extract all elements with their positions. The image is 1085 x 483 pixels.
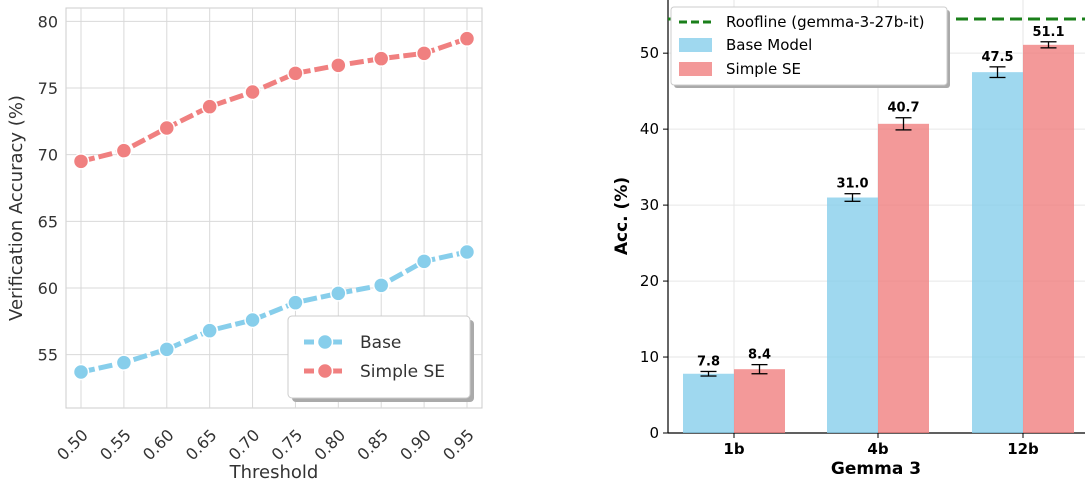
series-point-base (415, 253, 433, 270)
bar-value-label: 8.4 (748, 348, 771, 363)
series-point-simple-se (415, 45, 433, 62)
series-point-simple-se (72, 153, 90, 170)
right-y-tick-label: 50 (640, 44, 659, 62)
right-x-tick-label: 4b (867, 440, 888, 458)
series-point-base (287, 294, 304, 311)
right-y-tick-labels: 0 10 20 30 40 50 (640, 44, 668, 442)
series-point-simple-se (330, 57, 347, 74)
right-legend-swatch (679, 38, 712, 52)
bar-base-model-1b (683, 373, 734, 433)
left-y-tick-label: 75 (38, 79, 58, 98)
right-bars-layer: 7.8 8.4 31.0 40.7 47.5 51.1 (683, 25, 1074, 434)
left-x-tick-label: 0.60 (139, 425, 178, 464)
right-x-axis-label: Gemma 3 (831, 459, 921, 479)
right-legend: Roofline (gemma-3-27b-it) Base Model Simpl… (670, 6, 950, 88)
left-y-tick-label: 60 (38, 279, 58, 298)
bar-value-label: 51.1 (1032, 25, 1064, 40)
left-x-tick-label: 0.90 (396, 425, 435, 464)
series-point-base (330, 285, 347, 302)
series-point-simple-se (458, 30, 476, 47)
left-y-tick-label: 55 (38, 346, 58, 365)
series-point-simple-se (201, 98, 218, 115)
left-x-tick-label: 0.50 (53, 425, 92, 464)
left-y-tick-label: 80 (38, 12, 58, 31)
bar-value-label: 47.5 (981, 50, 1013, 65)
right-legend-label: Base Model (726, 36, 812, 54)
series-point-simple-se (115, 142, 133, 159)
series-point-base (115, 354, 133, 371)
right-y-axis-label: Acc. (%) (612, 177, 632, 255)
left-x-tick-label: 0.80 (311, 425, 350, 464)
series-point-base (201, 322, 218, 339)
left-legend-swatch-marker (316, 362, 334, 380)
left-y-tick-labels: 55 60 65 70 75 80 (38, 12, 58, 364)
series-point-base (244, 311, 261, 329)
left-x-tick-label: 0.85 (353, 425, 392, 464)
line-chart-threshold: 0.50 0.55 0.60 0.65 0.70 0.75 0.80 0.85 0.90 0.95… (6, 7, 483, 483)
left-y-tick-label: 65 (38, 212, 58, 231)
right-legend-swatch (679, 62, 712, 76)
right-y-tick-label: 30 (640, 196, 659, 214)
left-x-tick-label: 0.95 (439, 425, 478, 464)
right-x-tick-label: 12b (1007, 440, 1039, 458)
bar-value-label: 7.8 (697, 354, 720, 369)
left-x-tick-label: 0.75 (268, 425, 307, 464)
left-y-tick-label: 70 (38, 146, 58, 165)
bar-base-model-12b (972, 72, 1023, 434)
series-line-simple-se (80, 36, 468, 164)
right-x-tick-label: 1b (723, 440, 744, 458)
bar-simple-se-12b (1023, 44, 1074, 433)
right-legend-box (670, 6, 948, 86)
left-y-axis-label: Verification Accuracy (%) (6, 95, 27, 321)
left-legend-swatch-marker (316, 333, 334, 351)
left-legend: Base Simple SE (287, 315, 474, 402)
series-point-base (72, 363, 90, 381)
series-point-simple-se (372, 50, 390, 67)
left-x-axis-label: Threshold (229, 462, 319, 483)
left-legend-label: Base (360, 333, 401, 353)
right-x-tick-labels: 1b 4b 12b (723, 433, 1039, 458)
series-point-base (372, 277, 390, 294)
left-x-tick-label: 0.70 (225, 425, 264, 464)
left-x-tick-labels: 0.50 0.55 0.60 0.65 0.70 0.75 0.80 0.85 0.90 0.95 (53, 425, 478, 464)
right-y-tick-label: 0 (649, 424, 659, 442)
bar-simple-se-4b (878, 123, 929, 433)
left-legend-box (287, 315, 471, 399)
right-y-tick-label: 40 (640, 120, 659, 138)
bar-simple-se-1b (734, 369, 785, 433)
right-legend-label: Simple SE (726, 60, 801, 78)
bar-value-label: 40.7 (887, 101, 919, 116)
right-y-tick-label: 20 (640, 272, 659, 290)
series-line-base (80, 249, 468, 375)
series-point-simple-se (244, 83, 261, 101)
left-x-tick-label: 0.65 (182, 425, 221, 464)
left-legend-label: Simple SE (360, 362, 445, 382)
left-series-layer (72, 30, 476, 381)
bar-value-label: 31.0 (836, 177, 868, 192)
series-point-base (158, 341, 176, 358)
series-point-simple-se (158, 119, 176, 137)
right-legend-label: Roofline (gemma-3-27b-it) (726, 13, 925, 31)
right-y-tick-label: 10 (640, 348, 659, 366)
series-point-simple-se (287, 65, 304, 82)
left-x-tick-label: 0.55 (96, 425, 135, 464)
bar-base-model-4b (827, 197, 878, 433)
series-point-base (458, 243, 476, 261)
